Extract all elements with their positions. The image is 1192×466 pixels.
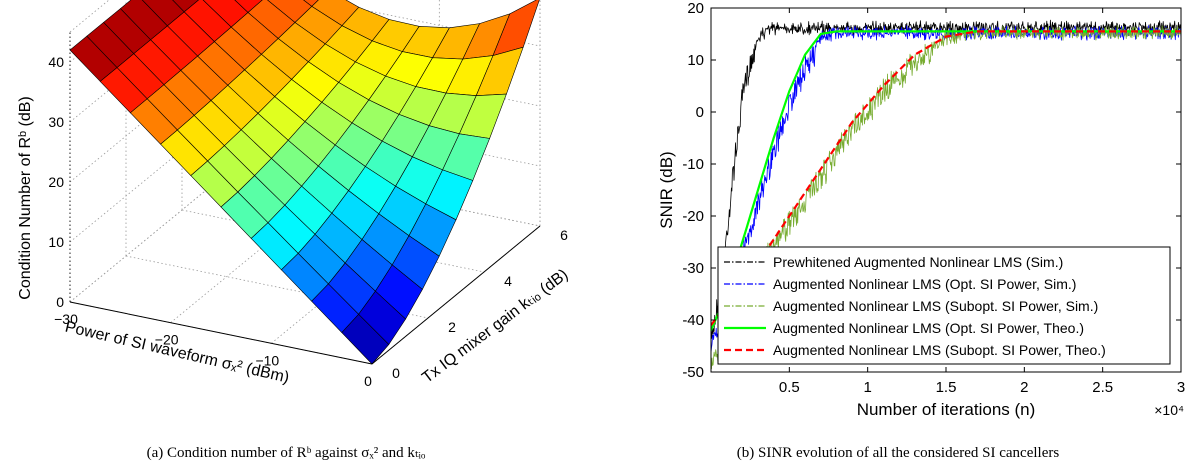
y-tick-label: 10 bbox=[687, 52, 704, 69]
line-ylabel: SNIR (dB) bbox=[657, 151, 676, 228]
box-edge bbox=[69, 0, 110, 33]
surface-xtick-label: −30 bbox=[54, 311, 78, 327]
surface-ytick-label: 6 bbox=[560, 227, 568, 243]
y-tick-label: 20 bbox=[687, 0, 704, 17]
surface-axes-front bbox=[69, 32, 541, 365]
y-tick-label: -40 bbox=[682, 312, 704, 329]
legend-label-2: Augmented Nonlinear LMS (Subopt. SI Powe… bbox=[773, 298, 1098, 314]
surface-ztick-label: 20 bbox=[48, 174, 64, 190]
x-tick-label: 1 bbox=[863, 379, 871, 396]
legend-label-0: Prewhitened Augmented Nonlinear LMS (Sim… bbox=[773, 254, 1063, 270]
surface-xtick-label: 0 bbox=[364, 373, 372, 389]
axis-line bbox=[371, 225, 541, 365]
surface-patch bbox=[341, 313, 390, 365]
surface-ztick-label: 0 bbox=[56, 294, 64, 310]
series-line-2 bbox=[711, 25, 1181, 370]
x-tick-label: 3 bbox=[1177, 379, 1185, 396]
axis-line bbox=[69, 301, 373, 365]
x-tick-label: 2.5 bbox=[1092, 379, 1113, 396]
y-tick-label: -20 bbox=[682, 208, 704, 225]
legend-label-4: Augmented Nonlinear LMS (Subopt. SI Powe… bbox=[773, 342, 1106, 358]
wall-gridline bbox=[237, 163, 541, 227]
line-series-group bbox=[711, 19, 1181, 370]
legend-box bbox=[717, 246, 1171, 365]
legend-label-3: Augmented Nonlinear LMS (Opt. SI Power, … bbox=[773, 320, 1084, 336]
surface-plot: −30 −20 −10 0 0 2 4 6 0 10 20 30 40 Condition Number… bbox=[17, 0, 571, 389]
y-tick-label: -10 bbox=[682, 156, 704, 173]
line-plot: 0.5 1 1.5 2 2.5 3 -50 -40 -30 -20 -10 0 10 20 SNIR (d… bbox=[657, 0, 1185, 419]
x-tick-label: 0.5 bbox=[779, 379, 800, 396]
surface-ytick-label: 0 bbox=[392, 365, 400, 381]
x-tick-label: 2 bbox=[1020, 379, 1028, 396]
surface-xtick-label: −20 bbox=[155, 332, 179, 348]
series-line-4 bbox=[711, 30, 1181, 326]
surface-patch bbox=[303, 0, 319, 7]
line-ticks: 0.5 1 1.5 2 2.5 3 -50 -40 -30 -20 -10 0 10 20 bbox=[682, 0, 1185, 396]
y-tick-label: -50 bbox=[682, 364, 704, 381]
caption-a: (a) Condition number of Rᵇ against σₓ² a… bbox=[147, 445, 426, 461]
surface-ylabel: Tx IQ mixer gain kₜᵢₒ (dB) bbox=[419, 266, 571, 387]
surface-ztick-label: 10 bbox=[48, 234, 64, 250]
wall-gridline bbox=[237, 103, 541, 167]
caption-b: (b) SINR evolution of all the considered… bbox=[737, 445, 1060, 461]
surface-zlabel: Condition Number of Rᵇ (dB) bbox=[17, 96, 34, 299]
legend: Prewhitened Augmented Nonlinear LMS (Sim… bbox=[717, 246, 1171, 365]
surface-ztick-label: 30 bbox=[48, 114, 64, 130]
surface-ytick-label: 4 bbox=[504, 273, 512, 289]
surface-ztick-label: 40 bbox=[48, 54, 64, 70]
surface-xtick-label: −10 bbox=[255, 352, 279, 368]
surface-tick-labels: −30 −20 −10 0 0 2 4 6 0 10 20 30 40 bbox=[48, 54, 568, 389]
x-tick-label: 1.5 bbox=[936, 379, 957, 396]
line-x-multiplier: ×10⁴ bbox=[1154, 402, 1184, 418]
legend-label-1: Augmented Nonlinear LMS (Opt. SI Power, … bbox=[773, 276, 1076, 292]
y-tick-label: 0 bbox=[696, 104, 704, 121]
y-tick-label: -30 bbox=[682, 260, 704, 277]
surface-ytick-label: 2 bbox=[448, 319, 456, 335]
line-xlabel: Number of iterations (n) bbox=[857, 400, 1036, 419]
surface-mesh bbox=[69, 0, 540, 365]
